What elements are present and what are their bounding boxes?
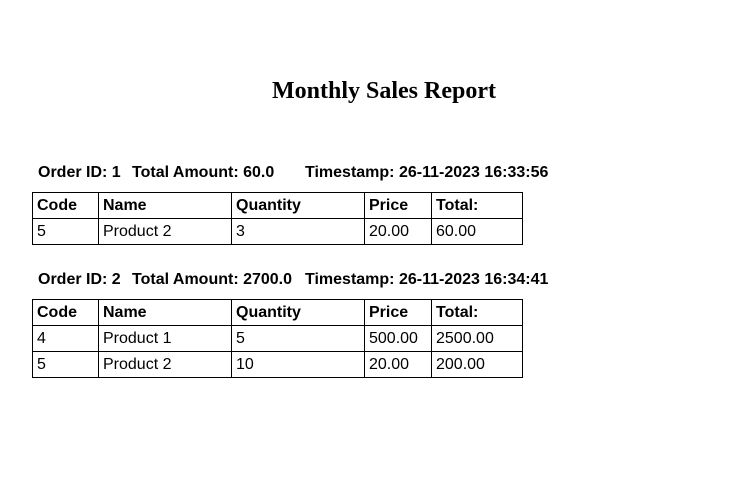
order-id: Order ID: 2 (38, 271, 121, 288)
cell-name: Product 2 (98, 218, 232, 245)
report-title: Monthly Sales Report (272, 78, 496, 104)
column-header-price: Price (364, 299, 432, 326)
cell-quantity: 10 (231, 351, 365, 378)
cell-total: 2500.00 (431, 325, 523, 352)
order-items-table: Code Name Quantity Price Total: 4 Produc… (32, 299, 523, 378)
cell-code: 5 (32, 218, 99, 245)
column-header-name: Name (98, 299, 232, 326)
table-header-row: Code Name Quantity Price Total: (32, 192, 523, 219)
column-header-total: Total: (431, 192, 523, 219)
column-header-name: Name (98, 192, 232, 219)
order-total-amount: Total Amount: 60.0 (132, 164, 275, 181)
table-row: 5 Product 2 3 20.00 60.00 (32, 218, 523, 245)
column-header-total: Total: (431, 299, 523, 326)
table-row: 4 Product 1 5 500.00 2500.00 (32, 325, 523, 352)
table-row: 5 Product 2 10 20.00 200.00 (32, 351, 523, 378)
cell-quantity: 5 (231, 325, 365, 352)
cell-price: 20.00 (364, 351, 432, 378)
order-timestamp: Timestamp: 26-11-2023 16:34:41 (305, 271, 549, 288)
order-id: Order ID: 1 (38, 164, 121, 181)
order-block: Order ID: 2 Total Amount: 2700.0 Timesta… (32, 269, 548, 378)
column-header-code: Code (32, 192, 99, 219)
cell-name: Product 2 (98, 351, 232, 378)
cell-quantity: 3 (231, 218, 365, 245)
column-header-code: Code (32, 299, 99, 326)
order-block: Order ID: 1 Total Amount: 60.0 Timestamp… (32, 162, 548, 245)
cell-total: 200.00 (431, 351, 523, 378)
column-header-quantity: Quantity (231, 192, 365, 219)
order-header: Order ID: 2 Total Amount: 2700.0 Timesta… (32, 269, 548, 291)
order-total-amount: Total Amount: 2700.0 (132, 271, 293, 288)
cell-code: 4 (32, 325, 99, 352)
cell-price: 500.00 (364, 325, 432, 352)
cell-name: Product 1 (98, 325, 232, 352)
cell-total: 60.00 (431, 218, 523, 245)
cell-code: 5 (32, 351, 99, 378)
column-header-price: Price (364, 192, 432, 219)
order-timestamp: Timestamp: 26-11-2023 16:33:56 (305, 164, 549, 181)
table-header-row: Code Name Quantity Price Total: (32, 299, 523, 326)
order-header: Order ID: 1 Total Amount: 60.0 Timestamp… (32, 162, 548, 184)
order-items-table: Code Name Quantity Price Total: 5 Produc… (32, 192, 523, 245)
column-header-quantity: Quantity (231, 299, 365, 326)
cell-price: 20.00 (364, 218, 432, 245)
